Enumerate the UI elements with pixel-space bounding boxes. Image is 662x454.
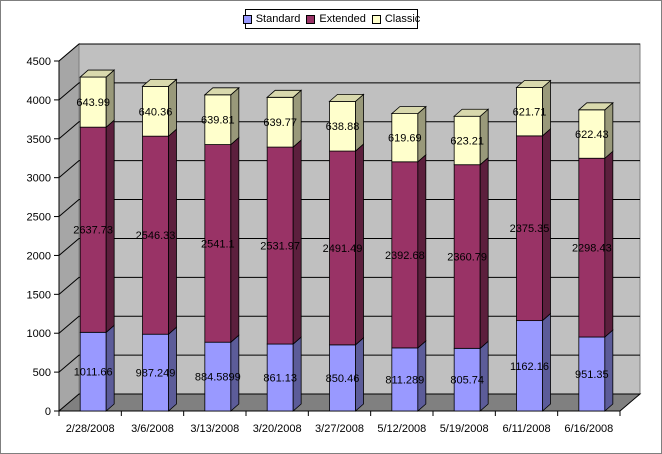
y-tick-label: 1000	[27, 328, 51, 340]
data-label-standard: 811.289	[385, 374, 424, 386]
data-label-classic: 623.21	[450, 135, 484, 147]
y-tick-label: 3500	[27, 134, 51, 146]
data-label-classic: 638.88	[326, 121, 360, 133]
bar-classic-top	[141, 78, 178, 87]
data-label-standard: 1011.66	[74, 367, 113, 379]
gridline	[58, 160, 640, 179]
bar-classic-front	[578, 109, 606, 159]
data-label-standard: 987.249	[136, 368, 176, 380]
gridline	[58, 199, 640, 217]
data-label-classic: 621.71	[513, 107, 547, 119]
legend-label-classic: Classic	[384, 13, 421, 25]
bar-standard-front	[391, 347, 419, 412]
bar-classic-top	[390, 106, 427, 115]
x-tick-label: 3/27/2008	[315, 423, 364, 435]
data-label-standard: 850.46	[326, 373, 360, 385]
bar-classic-top	[453, 108, 490, 117]
data-label-classic: 622.43	[575, 129, 609, 141]
data-label-classic: 639.77	[263, 117, 297, 129]
data-label-extended: 2531.97	[260, 241, 300, 253]
bar-classic-front	[266, 96, 294, 148]
bar-classic-front	[453, 115, 481, 166]
data-label-classic: 643.99	[76, 97, 110, 109]
bar-classic-front	[516, 87, 543, 137]
data-label-extended: 2541.1	[201, 238, 235, 250]
bar-standard-front	[266, 343, 294, 412]
gridline	[58, 237, 640, 256]
x-tick-label: 5/12/2008	[377, 423, 426, 435]
data-label-standard: 861.13	[263, 373, 297, 385]
x-tick-label: 5/19/2008	[440, 423, 489, 435]
legend-label-standard: Standard	[255, 13, 301, 25]
bar-extended-front	[516, 135, 543, 322]
bar-classic-front	[204, 94, 232, 145]
data-label-classic: 619.69	[388, 133, 422, 145]
gridline	[58, 82, 640, 101]
bar-standard-front	[453, 347, 481, 412]
legend-item-extended: Extended	[306, 13, 366, 25]
x-tick-label: 3/6/2008	[131, 423, 174, 435]
y-tick-label: 2000	[27, 250, 51, 262]
data-label-standard: 1162.16	[510, 361, 549, 373]
x-tick-label: 6/16/2008	[564, 423, 613, 435]
bar-classic-front	[329, 100, 356, 152]
legend-item-standard: Standard	[242, 13, 301, 25]
y-tick-label: 3000	[27, 173, 51, 185]
data-label-extended: 2298.43	[572, 243, 612, 255]
legend-swatch-standard	[242, 14, 252, 24]
y-tick-label: 0	[45, 406, 51, 418]
data-label-classic: 639.81	[201, 115, 235, 127]
gridline	[58, 354, 640, 373]
legend-swatch-classic	[371, 14, 381, 24]
legend-label-extended: Extended	[319, 13, 366, 25]
data-label-extended: 2546.33	[136, 230, 176, 242]
data-label-standard: 805.74	[450, 375, 484, 387]
y-tick-label: 2500	[27, 212, 51, 224]
data-label-standard: 884.5899	[195, 372, 241, 384]
bar-classic-top	[328, 93, 365, 102]
data-label-extended: 2491.49	[323, 243, 363, 255]
bar-classic-top	[515, 80, 552, 88]
bar-extended-front	[79, 126, 107, 333]
bar-standard-front	[578, 336, 606, 412]
y-tick-label: 4500	[27, 56, 51, 68]
x-tick-label: 2/28/2008	[66, 423, 115, 435]
x-tick-label: 3/20/2008	[253, 423, 302, 435]
data-label-standard: 951.35	[575, 369, 609, 381]
bar-classic-top	[79, 69, 116, 78]
legend: Standard Extended Classic	[242, 9, 421, 29]
data-label-extended: 2392.68	[385, 250, 425, 262]
bar-classic-top	[203, 87, 240, 96]
y-tick-label: 500	[33, 367, 51, 379]
data-label-extended: 2637.73	[73, 225, 113, 237]
x-tick-label: 3/13/2008	[190, 423, 239, 435]
bar-classic-front	[391, 113, 419, 163]
bar-classic-top	[577, 102, 614, 111]
data-label-extended: 2360.79	[447, 252, 487, 264]
gridline	[58, 121, 640, 140]
legend-swatch-extended	[306, 14, 316, 24]
y-tick-label: 4000	[27, 95, 51, 107]
bar-classic-top	[266, 89, 303, 98]
bar-extended-front	[578, 157, 606, 338]
legend-item-classic: Classic	[371, 13, 421, 25]
gridline	[58, 43, 640, 62]
data-label-classic: 640.36	[139, 106, 173, 118]
data-label-extended: 2375.35	[510, 223, 550, 235]
x-tick-label: 6/11/2008	[502, 423, 550, 435]
bar-extended-front	[204, 144, 232, 343]
y-tick-label: 1500	[27, 289, 51, 301]
bar-standard-front	[204, 341, 232, 412]
gridline	[58, 276, 640, 295]
gridline	[58, 315, 640, 334]
